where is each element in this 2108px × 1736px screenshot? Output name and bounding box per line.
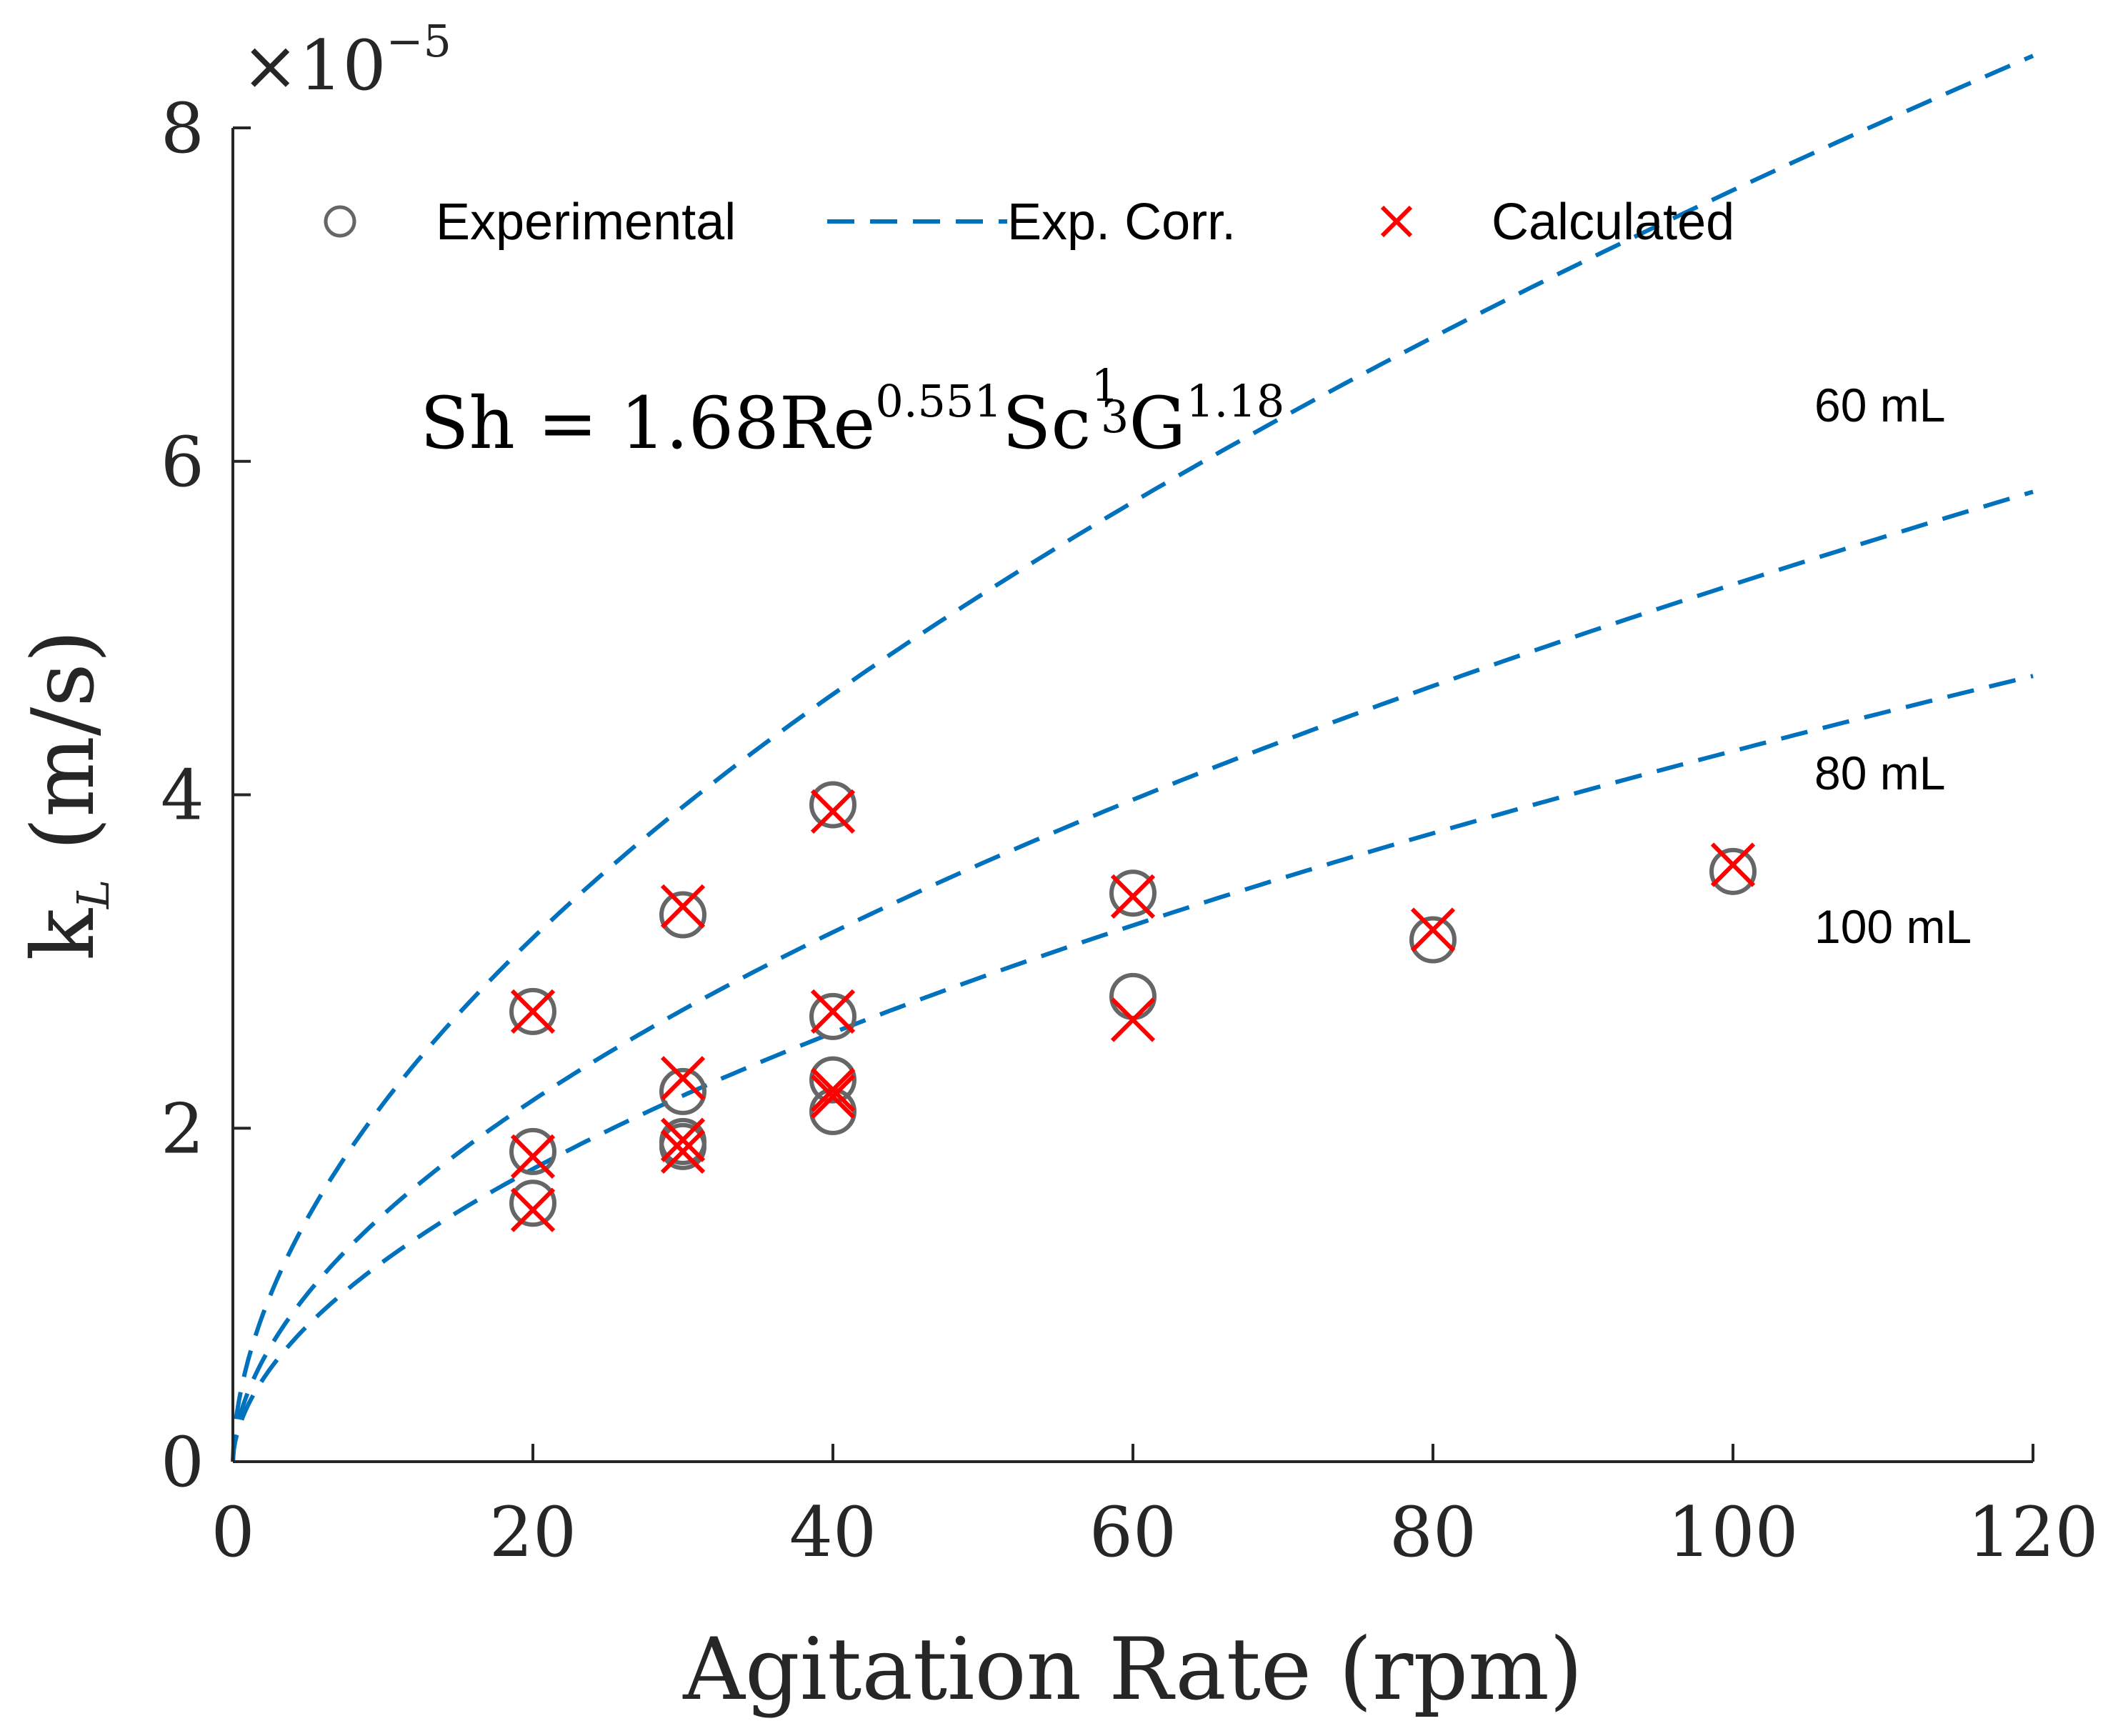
calculated-point	[810, 1067, 856, 1112]
x-tick-label: 60	[1089, 1492, 1177, 1572]
calculated-point	[810, 789, 856, 834]
legend-calculated-label: Calculated	[1492, 194, 1734, 251]
correlation-curves	[231, 54, 2034, 1462]
correlation-curve-0	[231, 54, 2034, 1462]
calculated-point	[810, 1074, 856, 1119]
correlation-equation: Sh = 1.68Re0.551Sc1 3G1.18	[420, 359, 1284, 465]
calculated-point	[660, 1056, 706, 1101]
calculated-point	[1710, 842, 1756, 887]
experimental-point	[1709, 847, 1757, 895]
x-axis-title: Agitation Rate (rpm)	[682, 1620, 1583, 1720]
correlation-curve-2	[231, 674, 2034, 1462]
experimental-point	[659, 1117, 706, 1165]
calculated-point	[1110, 997, 1156, 1042]
calculated-point	[510, 1134, 556, 1179]
x-tick-label: 20	[489, 1492, 576, 1572]
legend-experimental-marker	[324, 205, 356, 238]
x-tick-label: 120	[1967, 1492, 2098, 1572]
calculated-point	[1110, 874, 1156, 919]
legend: Experimental Exp. Corr. Calculated	[324, 194, 1734, 251]
legend-experimental-label: Experimental	[436, 194, 736, 251]
calculated-point	[1410, 907, 1456, 952]
experimental-point	[509, 987, 556, 1035]
y-ticks: 0 2 4 6 8	[161, 89, 251, 1502]
y-tick-label: 6	[161, 422, 204, 502]
experimental-point	[809, 992, 856, 1040]
experimental-point	[1109, 972, 1157, 1020]
x-ticks: 0 20 40 60 80 100 120	[211, 1444, 2099, 1572]
experimental-point	[1109, 869, 1157, 917]
experimental-point	[659, 1067, 706, 1115]
calculated-point	[810, 989, 856, 1034]
experimental-point	[509, 1127, 556, 1175]
experimental-point	[659, 891, 706, 939]
experimental-point	[1409, 916, 1457, 964]
calculated-point	[510, 1187, 556, 1232]
x-tick-label: 80	[1389, 1492, 1477, 1572]
legend-calculated-marker	[1380, 205, 1413, 238]
experimental-point	[509, 1179, 556, 1227]
calculated-point	[660, 1117, 706, 1162]
series-label-80ml: 80 mL	[1814, 747, 1945, 799]
x-tick-label: 0	[211, 1492, 254, 1572]
y-tick-label: 2	[161, 1089, 204, 1169]
calculated-point	[660, 884, 706, 929]
axes	[231, 128, 2033, 1463]
y-axis-title: kL(m/s)	[14, 629, 119, 960]
x-tick-label: 40	[789, 1492, 876, 1572]
y-tick-label: 4	[161, 756, 204, 836]
experimental-point	[809, 781, 856, 829]
series-label-100ml: 100 mL	[1814, 900, 1972, 953]
legend-correlation-label: Exp. Corr.	[1007, 194, 1236, 251]
x-tick-label: 100	[1667, 1492, 1798, 1572]
data-markers	[509, 781, 1757, 1232]
calculated-point	[660, 1129, 706, 1174]
y-multiplier: ×10−5	[241, 15, 451, 106]
correlation-curve-1	[231, 489, 2034, 1462]
calculated-point	[510, 989, 556, 1034]
y-tick-label: 0	[161, 1422, 204, 1502]
y-tick-label: 8	[161, 89, 204, 169]
series-label-60ml: 60 mL	[1814, 379, 1945, 431]
experimental-point	[809, 1056, 856, 1104]
